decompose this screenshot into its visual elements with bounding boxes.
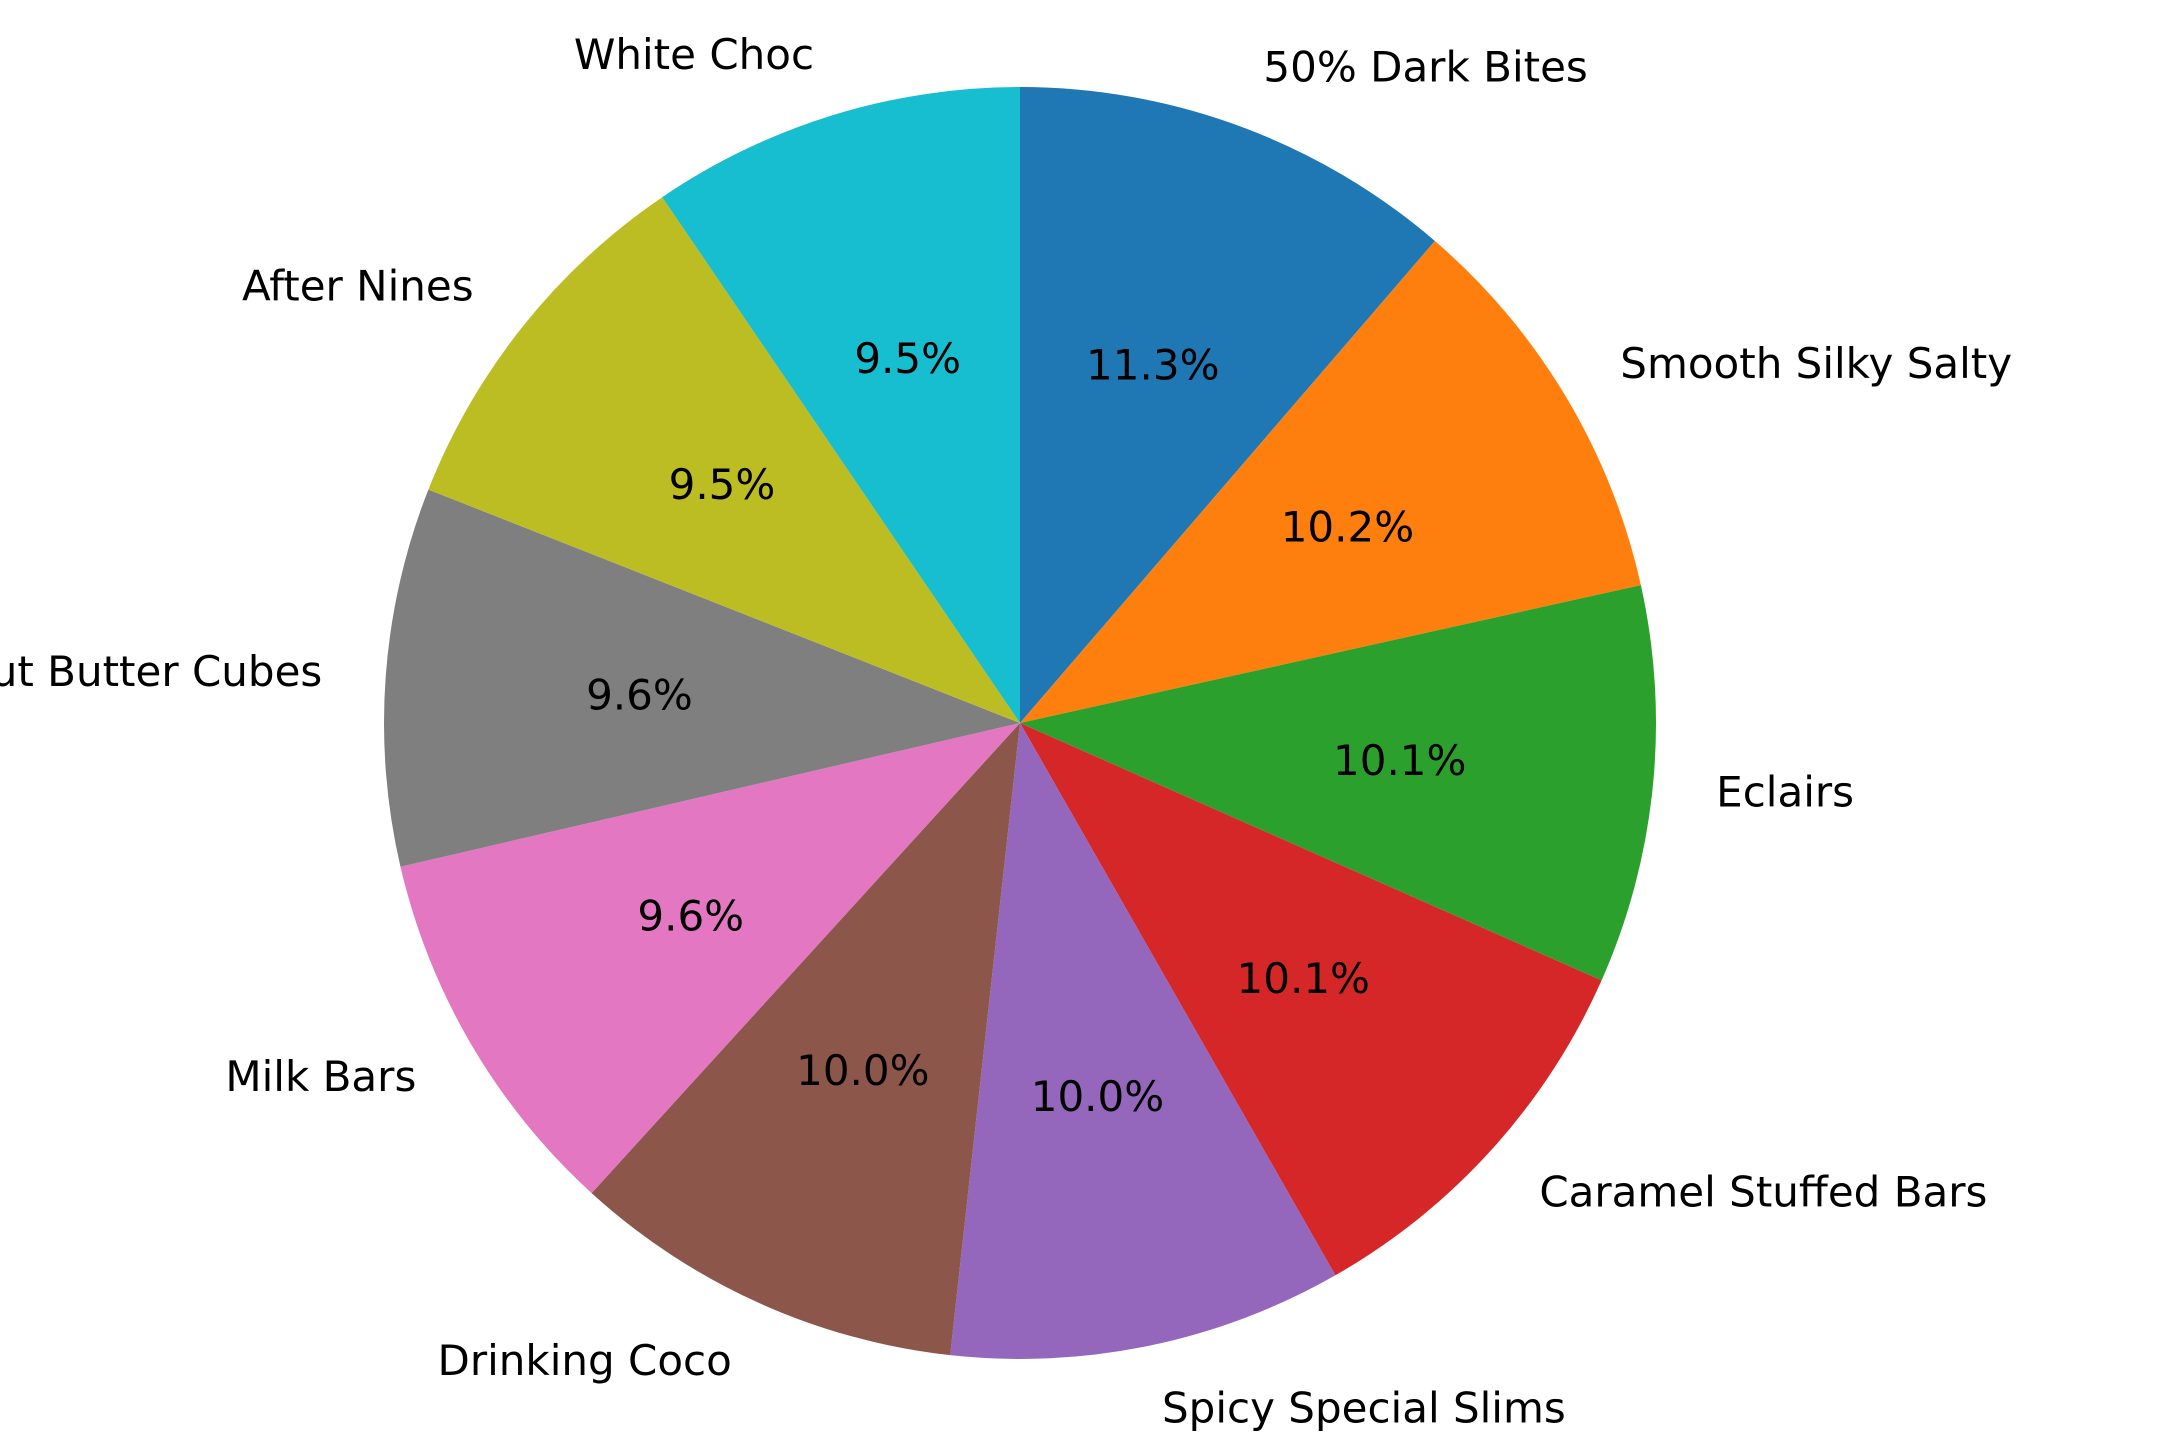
pie-slice-white-choc — [662, 86, 1020, 723]
pie-slice-drinking-coco — [591, 723, 1020, 1356]
percent-labels: 11.3% 10.2% 10.1% 10.1% 10.0% 10.0% 9.6% 9.6% 9.… — [586, 334, 1466, 1121]
percent-label-caramel-stuffed-bars: 10.1% — [1237, 954, 1370, 1003]
percent-label-50-dark-bites: 11.3% — [1086, 341, 1219, 390]
category-label-milk-bars: Milk Bars — [225, 1052, 416, 1101]
pie-slice-smooth-silky-salty — [1020, 240, 1641, 724]
percent-label-peanut-butter-cubes: 9.6% — [586, 670, 693, 719]
category-labels: 50% Dark Bites Smooth Silky Salty Eclairs C… — [0, 30, 2012, 1433]
percent-label-eclairs: 10.1% — [1333, 736, 1466, 785]
percent-label-after-nines: 9.5% — [669, 460, 776, 509]
pie-slice-eclairs — [1020, 585, 1656, 981]
percent-label-white-choc: 9.5% — [854, 334, 961, 383]
category-label-50-dark-bites: 50% Dark Bites — [1263, 43, 1587, 92]
category-label-white-choc: White Choc — [574, 30, 814, 79]
percent-label-drinking-coco: 10.0% — [796, 1046, 929, 1095]
percent-label-spicy-special-slims: 10.0% — [1031, 1072, 1164, 1121]
category-label-after-nines: After Nines — [242, 262, 474, 311]
pie-slice-50-dark-bites — [1020, 87, 1435, 723]
category-label-smooth-silky-salty: Smooth Silky Salty — [1620, 339, 2012, 388]
category-label-spicy-special-slims: Spicy Special Slims — [1162, 1384, 1566, 1433]
pie-slice-spicy-special-slims — [950, 723, 1336, 1359]
pie-slice-milk-bars — [400, 723, 1020, 1194]
pie-slices — [383, 86, 1656, 1359]
category-label-drinking-coco: Drinking Coco — [438, 1336, 732, 1385]
category-label-eclairs: Eclairs — [1716, 768, 1854, 817]
percent-label-milk-bars: 9.6% — [637, 891, 744, 940]
category-label-peanut-butter-cubes: Peanut Butter Cubes — [0, 647, 322, 696]
percent-label-smooth-silky-salty: 10.2% — [1281, 503, 1414, 552]
pie-slice-caramel-stuffed-bars — [1020, 723, 1602, 1276]
pie-slice-peanut-butter-cubes — [383, 489, 1020, 867]
category-label-caramel-stuffed-bars: Caramel Stuffed Bars — [1539, 1167, 1987, 1216]
pie-slice-after-nines — [428, 197, 1020, 724]
